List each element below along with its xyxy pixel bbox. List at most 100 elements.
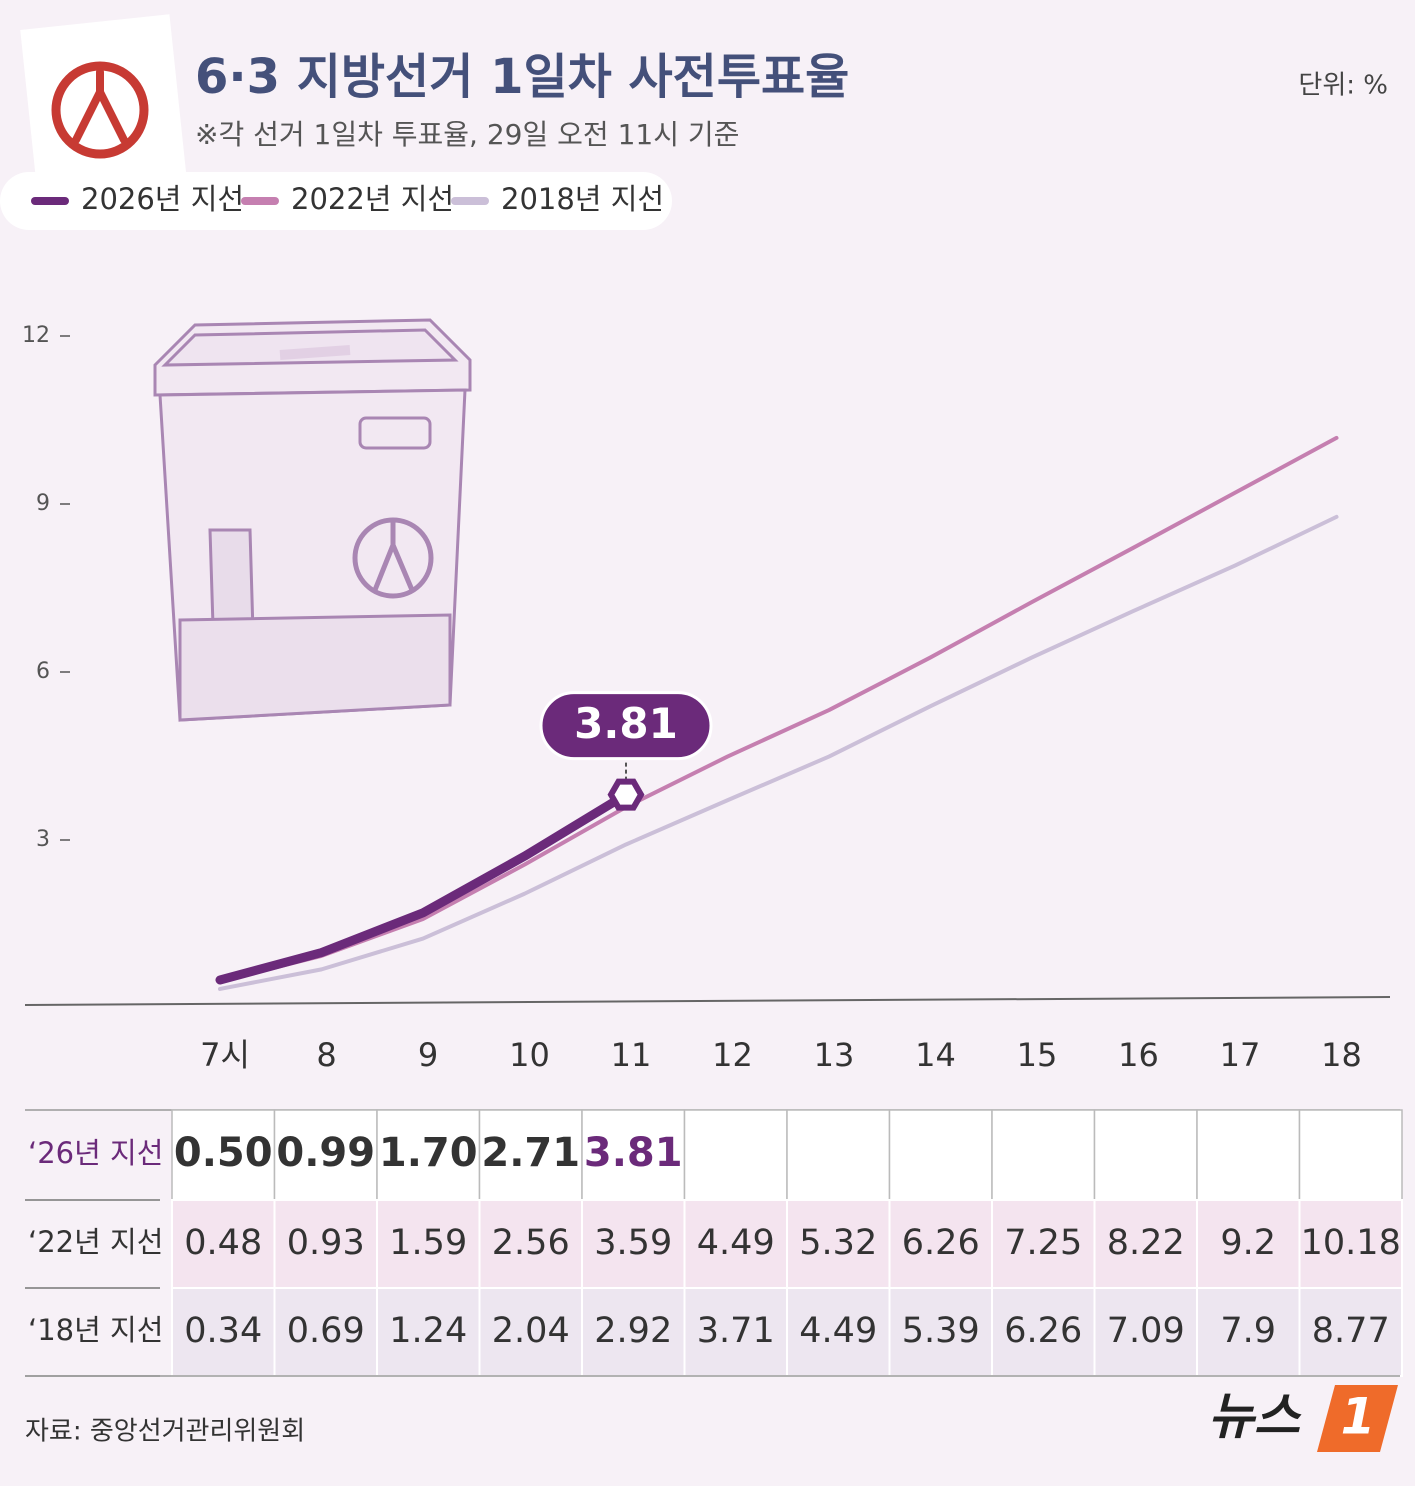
- x-tick-label: 7시: [200, 1036, 250, 1074]
- logo: 뉴스 1: [1208, 1385, 1398, 1452]
- table-cell: [786, 1199, 891, 1289]
- table-value: 0.69: [287, 1311, 365, 1351]
- y-tick-label: 12: [22, 323, 50, 348]
- x-tick-label: 16: [1118, 1036, 1159, 1074]
- series-line: [215, 790, 631, 985]
- table-cell: [888, 1109, 993, 1201]
- legend-label: 2026년 지선: [81, 182, 244, 216]
- table-value: 3.59: [594, 1223, 672, 1263]
- y-tick-label: 6: [36, 659, 50, 684]
- table-cell: [1196, 1287, 1301, 1377]
- table-value: 7.9: [1220, 1311, 1276, 1351]
- table-value: 5.32: [799, 1223, 877, 1263]
- plot: 3 6 9 12 7시 8 9 10 11 12 13 14 15 16 17 18 3.81: [22, 323, 1362, 1074]
- table-cell: [581, 1109, 686, 1201]
- x-tick-label: 11: [611, 1036, 652, 1074]
- series-line: [218, 514, 1339, 991]
- x-tick-label: 13: [814, 1036, 855, 1074]
- legend: 2026년 지선 2022년 지선 2018년 지선: [31, 182, 664, 216]
- table-cell: [888, 1199, 993, 1289]
- table-value: 6.26: [1004, 1311, 1082, 1351]
- table-cell: [683, 1109, 788, 1201]
- x-tick-label: 10: [509, 1036, 550, 1074]
- legend-label: 2022년 지선: [291, 182, 454, 216]
- table-cell: [683, 1199, 788, 1289]
- table-cell: [1093, 1287, 1198, 1377]
- x-tick-label: 15: [1017, 1036, 1058, 1074]
- table-cell: [1093, 1199, 1198, 1289]
- x-axis: [24, 996, 1391, 1006]
- table-cell: [1093, 1109, 1198, 1201]
- table-value: 0.99: [276, 1130, 375, 1176]
- table-value: 2.92: [594, 1311, 672, 1351]
- stamp-icon: [20, 14, 187, 190]
- table-value: 8.77: [1312, 1311, 1390, 1351]
- y-tick-label: 9: [36, 491, 50, 516]
- table-cell: [1298, 1109, 1403, 1201]
- table-value: 2.04: [492, 1311, 570, 1351]
- table-cell: [478, 1287, 583, 1377]
- x-tick-label: 8: [316, 1036, 336, 1074]
- table-cell: [888, 1287, 993, 1377]
- table-cell: [991, 1199, 1096, 1289]
- x-tick-label: 14: [915, 1036, 956, 1074]
- table-cell: [683, 1287, 788, 1377]
- table-value: 8.22: [1107, 1223, 1185, 1263]
- table-cell: [171, 1287, 276, 1377]
- table-value: 1.59: [389, 1223, 467, 1263]
- legend-label: 2018년 지선: [501, 182, 664, 216]
- chart-title: 6·3 지방선거 1일차 사전투표율: [195, 49, 849, 105]
- table-value: 0.50: [174, 1130, 273, 1176]
- table-value: 0.48: [184, 1223, 262, 1263]
- table-cell: [478, 1109, 583, 1201]
- table-value: 7.09: [1107, 1311, 1185, 1351]
- row-label: ‘22년 지선: [28, 1225, 163, 1259]
- row-label: ‘26년 지선: [28, 1136, 163, 1170]
- table-cell: [376, 1109, 481, 1201]
- logo-text: 뉴스: [1208, 1388, 1302, 1446]
- legend-box: [0, 172, 672, 230]
- callout-box: [539, 691, 713, 761]
- table-cell: [171, 1199, 276, 1289]
- table-value: 4.49: [697, 1223, 775, 1263]
- table-value: 4.49: [799, 1311, 877, 1351]
- table-value: 5.39: [902, 1311, 980, 1351]
- ballot-box: [153, 318, 472, 722]
- table-value: 0.93: [287, 1223, 365, 1263]
- row-label: ‘18년 지선: [28, 1313, 163, 1347]
- table-value: 1.24: [389, 1311, 467, 1351]
- table-value: 1.70: [379, 1130, 478, 1176]
- callout-label: 3.81: [574, 699, 678, 748]
- subtitle: ※각 선거 1일차 투표율, 29일 오전 11시 기준: [195, 118, 739, 151]
- table-value: 10.18: [1301, 1223, 1401, 1263]
- y-tick-label: 3: [36, 827, 50, 852]
- table-cell: [376, 1287, 481, 1377]
- table-value: 3.81: [584, 1130, 683, 1176]
- logo-mark: 1: [1341, 1388, 1376, 1446]
- data-table: ‘26년 지선 0.50 0.99 1.70 2.71 3.81 ‘22년 지선 0.48 0.…: [25, 1109, 1403, 1377]
- table-value: 3.71: [697, 1311, 775, 1351]
- table-cell: [273, 1199, 378, 1289]
- table-value: 7.25: [1004, 1223, 1082, 1263]
- table-cell: [1196, 1109, 1301, 1201]
- table-cell: [581, 1199, 686, 1289]
- point-marker: [607, 778, 645, 811]
- table-value: 9.2: [1220, 1223, 1276, 1263]
- table-value: 6.26: [902, 1223, 980, 1263]
- series-line: [218, 435, 1339, 984]
- table-cell: [1298, 1287, 1403, 1377]
- source: 자료: 중앙선거관리위원회: [25, 1417, 305, 1447]
- x-tick-label: 17: [1220, 1036, 1261, 1074]
- x-tick-label: 9: [418, 1036, 438, 1074]
- table-cell: [991, 1287, 1096, 1377]
- table-cell: [581, 1287, 686, 1377]
- table-value: 2.56: [492, 1223, 570, 1263]
- x-tick-label: 18: [1321, 1036, 1362, 1074]
- table-cell: [991, 1109, 1096, 1201]
- x-tick-label: 12: [712, 1036, 753, 1074]
- table-value: 0.34: [184, 1311, 262, 1351]
- unit-label: 단위: %: [1298, 71, 1388, 101]
- table-cell: [786, 1109, 891, 1201]
- table-value: 2.71: [481, 1130, 580, 1176]
